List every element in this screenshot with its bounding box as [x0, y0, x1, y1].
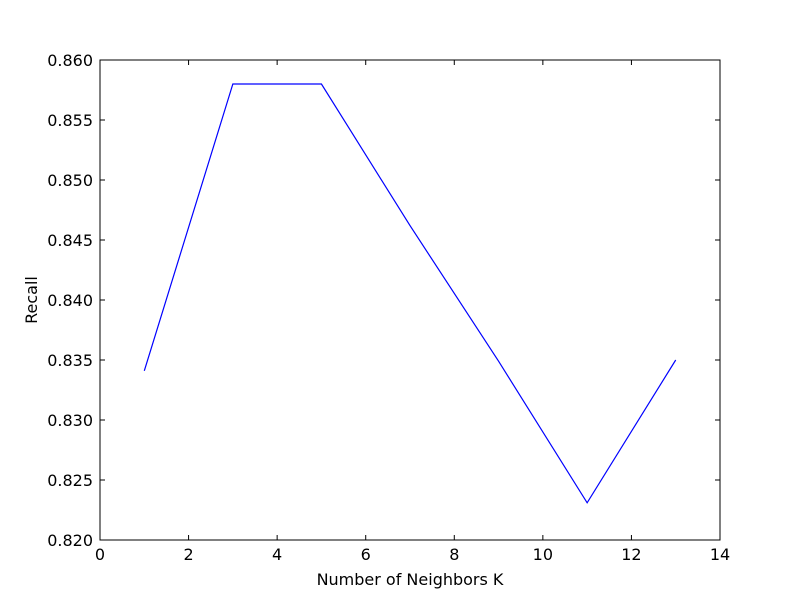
x-axis-label: Number of Neighbors K: [317, 570, 504, 589]
y-tick-label: 0.860: [47, 51, 93, 70]
x-tick-label: 14: [710, 545, 730, 564]
y-tick-label: 0.820: [47, 531, 93, 550]
x-tick-label: 12: [621, 545, 641, 564]
y-tick-label: 0.835: [47, 351, 93, 370]
plot-area: [100, 60, 720, 540]
series-line-0: [143, 83, 677, 504]
y-tick-label: 0.840: [47, 291, 93, 310]
y-axis-label: Recall: [22, 276, 41, 324]
x-tick-label: 4: [272, 545, 282, 564]
x-axis-ticks: 0 2 4 6 8 10 12 14: [95, 60, 730, 564]
y-tick-label: 0.845: [47, 231, 93, 250]
x-tick-label: 2: [183, 545, 193, 564]
x-tick-label: 0: [95, 545, 105, 564]
series-layer: [143, 83, 677, 504]
y-tick-label: 0.855: [47, 111, 93, 130]
y-tick-label: 0.830: [47, 411, 93, 430]
y-tick-label: 0.850: [47, 171, 93, 190]
y-tick-label: 0.825: [47, 471, 93, 490]
x-tick-label: 6: [361, 545, 371, 564]
x-tick-label: 8: [449, 545, 459, 564]
y-axis-ticks: 0.820 0.825 0.830 0.835 0.840 0.845 0.850 0.855…: [47, 51, 720, 550]
x-tick-label: 10: [533, 545, 553, 564]
